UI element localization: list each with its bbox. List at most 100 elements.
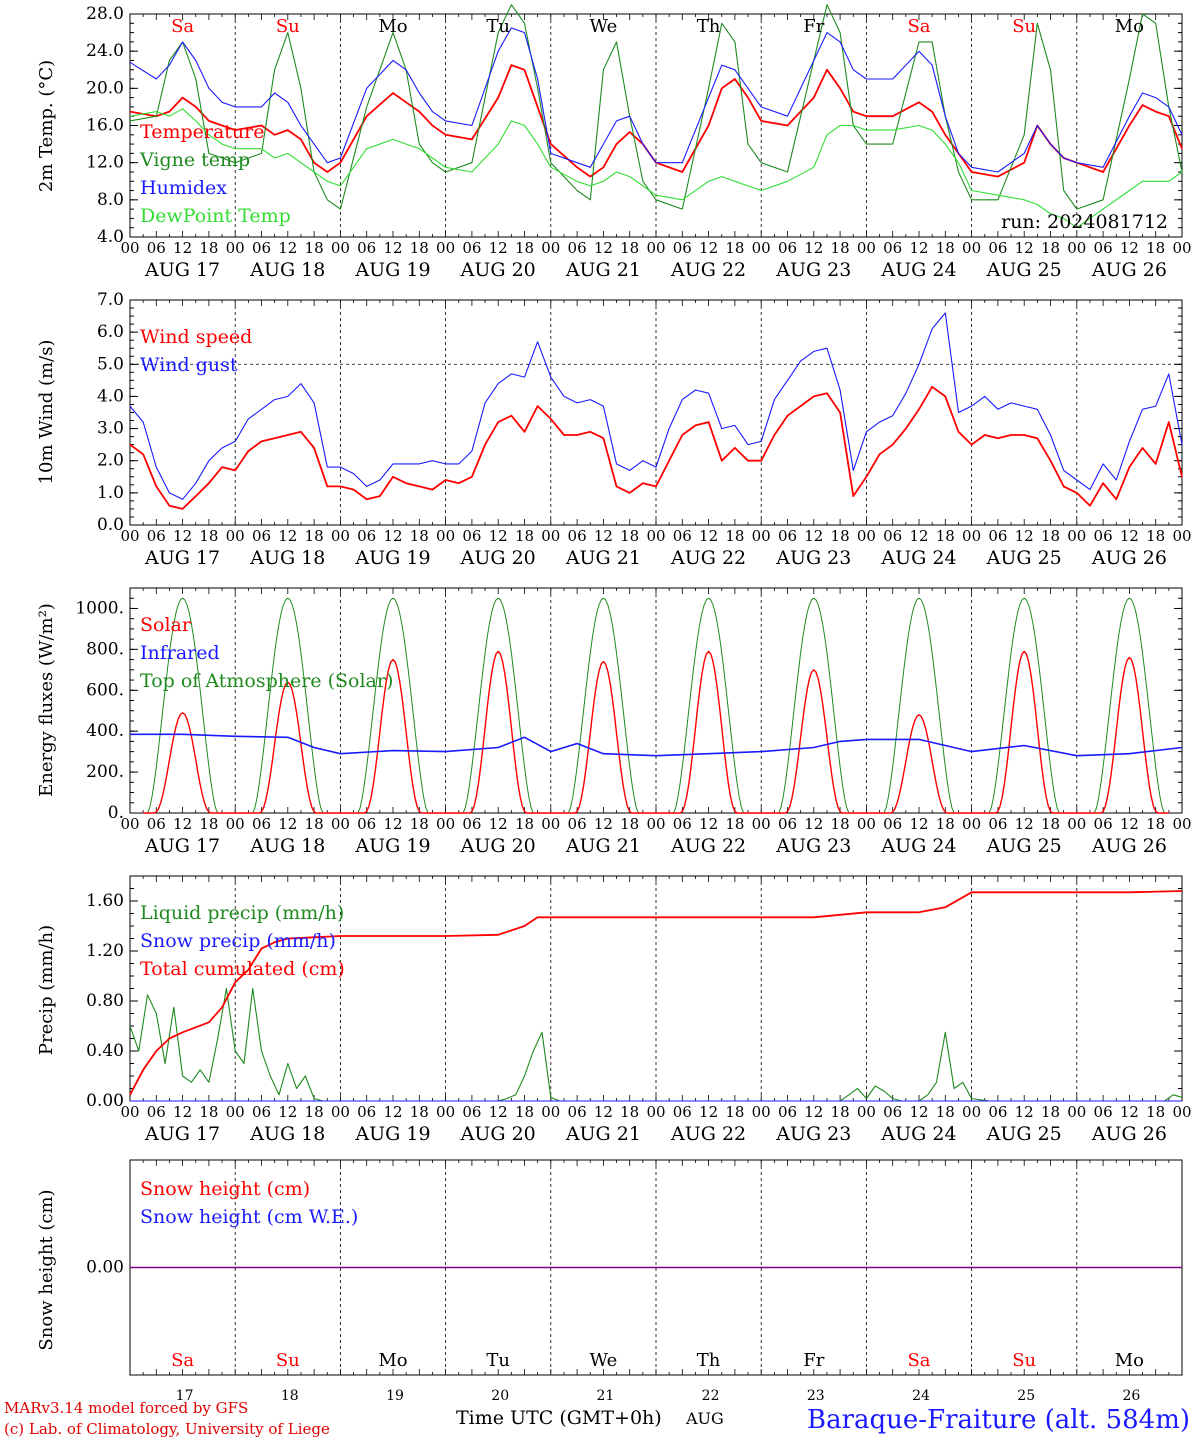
hour-tick-label: 06	[988, 815, 1007, 833]
hour-tick-label: 06	[252, 815, 271, 833]
legend-entry: Wind gust	[140, 354, 238, 376]
hour-tick-label: 00	[331, 239, 350, 257]
hour-tick-label: 12	[1015, 527, 1034, 545]
hour-tick-label: 18	[620, 239, 639, 257]
hour-tick-label: 18	[1041, 239, 1060, 257]
hour-tick-label: 18	[620, 1103, 639, 1121]
hour-tick-label: 00	[226, 1103, 245, 1121]
y-tick-label: 7.0	[97, 290, 124, 310]
hour-tick-label: 12	[489, 1103, 508, 1121]
day-of-week-label: Sa	[907, 1350, 930, 1371]
date-label: AUG 23	[775, 259, 851, 281]
hour-tick-label: 00	[646, 1103, 665, 1121]
hour-tick-label: 18	[199, 239, 218, 257]
hour-tick-label: 00	[436, 815, 455, 833]
hour-tick-label: 18	[1041, 1103, 1060, 1121]
hour-tick-label: 12	[489, 815, 508, 833]
day-number-label: 25	[1017, 1388, 1035, 1404]
y-tick-label: 0.40	[86, 1041, 124, 1061]
hour-tick-label: 00	[436, 1103, 455, 1121]
hour-tick-label: 00	[541, 815, 560, 833]
hour-tick-label: 00	[1067, 239, 1086, 257]
hour-tick-label: 12	[1015, 815, 1034, 833]
date-label: AUG 18	[249, 259, 325, 281]
date-label: AUG 22	[670, 1123, 746, 1145]
y-tick-label: 2.0	[97, 451, 124, 471]
y-tick-label: 3.0	[97, 419, 124, 439]
day-of-week-label: Su	[1012, 1350, 1036, 1371]
hour-tick-label: 00	[646, 239, 665, 257]
date-label: AUG 21	[565, 835, 641, 857]
hour-tick-label: 06	[147, 815, 166, 833]
y-tick-label: 4.0	[97, 386, 124, 406]
y-tick-label: 0.00	[86, 1258, 124, 1278]
y-tick-label: 16.0	[86, 116, 124, 136]
hour-tick-label: 18	[305, 239, 324, 257]
hour-tick-label: 12	[383, 815, 402, 833]
day-of-week-label: We	[590, 1350, 618, 1371]
date-label: AUG 21	[565, 1123, 641, 1145]
series-line-temperature	[129, 64, 1183, 178]
date-label: AUG 20	[460, 835, 536, 857]
hour-tick-label: 12	[383, 1103, 402, 1121]
date-label: AUG 20	[460, 1123, 536, 1145]
hour-tick-label: 12	[278, 239, 297, 257]
hour-tick-label: 18	[1146, 527, 1165, 545]
series-line-humidex	[129, 27, 1183, 173]
hour-tick-label: 00	[120, 527, 139, 545]
hour-tick-label: 00	[962, 527, 981, 545]
date-label: AUG 26	[1091, 835, 1167, 857]
y-tick-label: 0.	[108, 803, 124, 823]
legend-entry: DewPoint Temp	[140, 205, 291, 227]
hour-tick-label: 18	[199, 527, 218, 545]
hour-tick-label: 12	[909, 239, 928, 257]
day-of-week-label: Th	[697, 1350, 721, 1371]
y-axis-label: Snow height (cm)	[36, 1189, 57, 1350]
day-number-label: 17	[176, 1388, 194, 1404]
hour-tick-label: 06	[673, 815, 692, 833]
hour-tick-label: 06	[883, 1103, 902, 1121]
date-label: AUG 26	[1091, 1123, 1167, 1145]
hour-tick-label: 00	[226, 527, 245, 545]
hour-tick-label: 12	[278, 815, 297, 833]
legend-entry: Liquid precip (mm/h)	[140, 902, 344, 924]
series-line-wind-gust	[129, 312, 1183, 500]
hour-tick-label: 00	[541, 527, 560, 545]
hour-tick-label: 06	[147, 527, 166, 545]
hour-tick-label: 06	[673, 1103, 692, 1121]
hour-tick-label: 00	[752, 239, 771, 257]
hour-tick-label: 06	[778, 527, 797, 545]
legend-entry: Snow height (cm)	[140, 1178, 310, 1200]
date-label: AUG 26	[1091, 259, 1167, 281]
hour-tick-label: 18	[1041, 527, 1060, 545]
date-label: AUG 17	[144, 547, 220, 569]
hour-tick-label: 06	[778, 815, 797, 833]
hour-tick-label: 18	[305, 815, 324, 833]
hour-tick-label: 00	[962, 815, 981, 833]
hour-tick-label: 00	[1067, 1103, 1086, 1121]
legend-entry: Wind speed	[140, 326, 252, 348]
day-of-week-label: Sa	[171, 1350, 194, 1371]
hour-tick-label: 12	[489, 527, 508, 545]
date-label: AUG 24	[880, 1123, 956, 1145]
hour-tick-label: 12	[594, 239, 613, 257]
date-label: AUG 18	[249, 1123, 325, 1145]
day-number-label: 26	[1122, 1388, 1140, 1404]
date-label: AUG 19	[354, 259, 430, 281]
day-number-label: 20	[491, 1388, 509, 1404]
y-tick-label: 1000.	[75, 598, 124, 618]
day-of-week-label: Tu	[486, 1350, 510, 1371]
date-label: AUG 25	[986, 835, 1062, 857]
hour-tick-label: 00	[1172, 239, 1191, 257]
hour-tick-label: 12	[1120, 1103, 1139, 1121]
hour-tick-label: 06	[988, 239, 1007, 257]
hour-tick-label: 18	[936, 1103, 955, 1121]
hour-tick-label: 18	[725, 239, 744, 257]
hour-tick-label: 12	[804, 527, 823, 545]
y-tick-label: 28.0	[86, 4, 124, 24]
y-tick-label: 0.0	[97, 515, 124, 535]
hour-tick-label: 18	[620, 815, 639, 833]
hour-tick-label: 12	[173, 527, 192, 545]
y-tick-label: 0.80	[86, 991, 124, 1011]
hour-tick-label: 12	[594, 1103, 613, 1121]
